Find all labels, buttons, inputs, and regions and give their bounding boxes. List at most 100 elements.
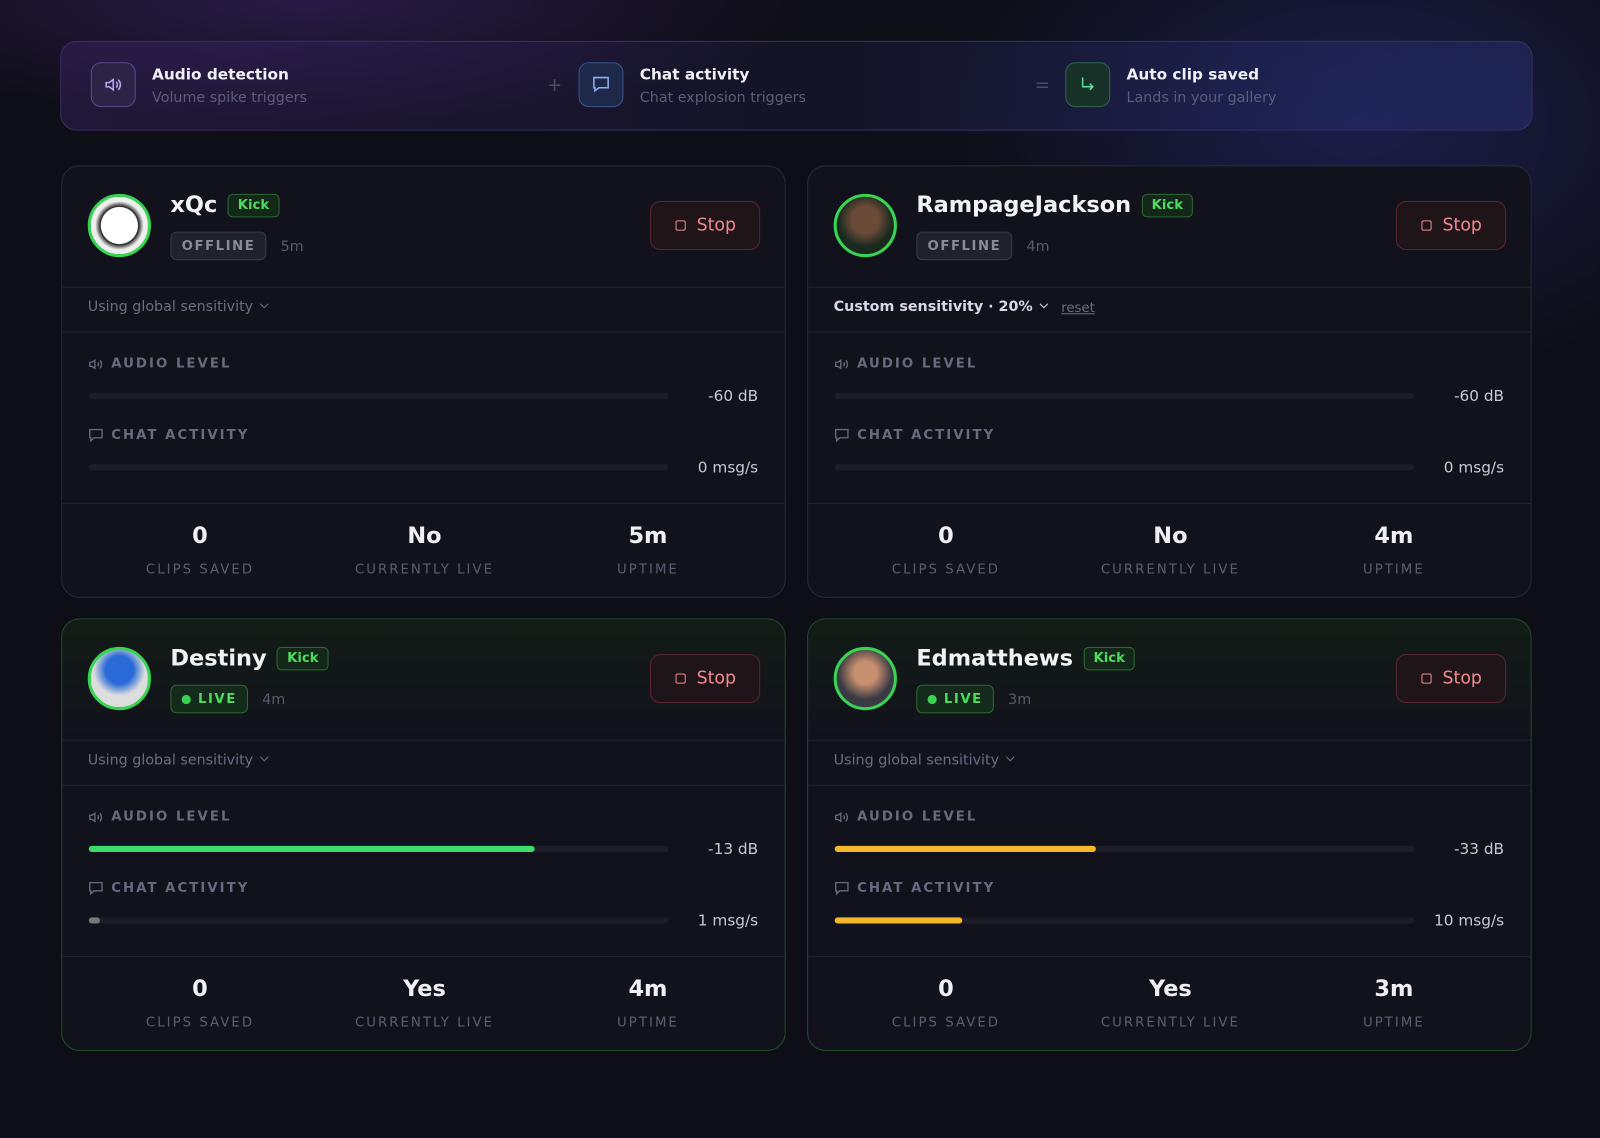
stat-value: 0 — [192, 976, 208, 1003]
sensitivity-select[interactable]: Using global sensitivity — [88, 299, 268, 315]
stat-label: CLIPS SAVED — [145, 1015, 255, 1031]
stat-value: 0 — [192, 523, 208, 549]
chat-label: CHAT ACTIVITY — [111, 880, 250, 896]
platform-badge: Kick — [276, 646, 329, 671]
chat-value: 1 msg/s — [697, 911, 759, 930]
audio-icon — [834, 809, 850, 829]
streamer-card: Destiny Kick LIVE 4m Stop Using global sensit… — [61, 618, 786, 1052]
sensitivity-select[interactable]: Using global sensitivity — [834, 752, 1014, 768]
divider — [62, 286, 785, 288]
uptime-age: 5m — [280, 238, 304, 256]
streamer-card: RampageJackson Kick OFFLINE 4m Stop Custom se… — [807, 165, 1532, 598]
chat-meter-fill — [834, 917, 963, 924]
step-subtitle: Volume spike triggers — [152, 89, 307, 107]
chat-meter — [88, 917, 669, 924]
avatar — [87, 193, 152, 258]
divider — [808, 331, 1531, 333]
reset-link[interactable]: reset — [1061, 301, 1095, 317]
stat-label: CURRENTLY LIVE — [1100, 562, 1240, 578]
status-badge: OFFLINE — [916, 231, 1013, 261]
audio-icon — [88, 356, 104, 376]
icon — [835, 358, 849, 370]
chat-value: 0 msg/s — [1443, 458, 1505, 477]
audio-value: -33 dB — [1453, 839, 1505, 859]
chat-label: CHAT ACTIVITY — [857, 427, 996, 443]
icon — [89, 881, 103, 896]
chat-meter — [88, 464, 669, 471]
stop-button[interactable]: Stop — [649, 201, 761, 250]
chat-meter-fill — [88, 917, 101, 924]
status-badge: LIVE — [916, 684, 994, 714]
audio-value: -13 dB — [708, 839, 759, 859]
stat-value: 5m — [628, 523, 668, 549]
streamer-name: Destiny Kick — [170, 646, 329, 671]
divider — [62, 784, 785, 786]
icon — [89, 428, 103, 443]
divider — [808, 784, 1531, 786]
platform-badge: Kick — [227, 193, 280, 218]
chat-icon — [88, 428, 104, 448]
chat-icon — [834, 881, 850, 901]
audio-meter — [834, 845, 1415, 853]
stop-button[interactable]: Stop — [649, 654, 761, 704]
icon — [1081, 77, 1094, 91]
audio-icon — [834, 356, 850, 376]
stat-value: 4m — [1374, 523, 1414, 549]
platform-badge: Kick — [1083, 646, 1136, 671]
step-title: Chat activity — [639, 65, 750, 84]
icon — [105, 78, 122, 92]
icon — [89, 812, 103, 823]
chat-value: 0 msg/s — [697, 458, 759, 477]
audio-meter — [88, 845, 669, 853]
status-badge: OFFLINE — [170, 231, 267, 261]
stop-button[interactable]: Stop — [1395, 201, 1507, 250]
chat-value: 10 msg/s — [1433, 911, 1505, 930]
icon — [89, 358, 103, 370]
stat-label: UPTIME — [1362, 1015, 1425, 1031]
step-subtitle: Chat explosion triggers — [639, 89, 806, 107]
audio-label: AUDIO LEVEL — [111, 356, 232, 372]
stat-value: Yes — [403, 976, 446, 1003]
name-text: xQc — [170, 192, 218, 219]
uptime-age: 3m — [1008, 691, 1032, 709]
audio-label: AUDIO LEVEL — [857, 809, 978, 825]
chat-label: CHAT ACTIVITY — [857, 880, 996, 896]
sensitivity-select[interactable]: Using global sensitivity — [88, 752, 268, 768]
stop-button[interactable]: Stop — [1395, 654, 1507, 704]
stat-label: CURRENTLY LIVE — [1100, 1015, 1240, 1031]
avatar — [833, 193, 897, 258]
operator: + — [546, 74, 563, 96]
divider — [62, 739, 785, 741]
sensitivity-select[interactable]: Custom sensitivity · 20% — [834, 299, 1047, 315]
audio-icon — [90, 62, 136, 108]
divider — [62, 956, 785, 958]
stat-value: No — [407, 523, 442, 549]
audio-meter-fill — [834, 845, 1096, 853]
icon — [835, 881, 849, 896]
operator: = — [1034, 74, 1051, 96]
name-text: RampageJackson — [916, 192, 1132, 219]
stat-label: CLIPS SAVED — [891, 562, 1001, 578]
step-title: Audio detection — [152, 65, 289, 84]
chat-icon — [578, 62, 624, 108]
stat-label: CLIPS SAVED — [891, 1015, 1001, 1031]
audio-meter-fill — [88, 845, 536, 853]
audio-meter — [88, 392, 669, 399]
stat-label: CLIPS SAVED — [145, 562, 255, 578]
audio-label: AUDIO LEVEL — [111, 809, 232, 825]
uptime-age: 4m — [1026, 238, 1050, 256]
audio-label: AUDIO LEVEL — [857, 356, 978, 372]
chat-meter — [834, 464, 1415, 471]
audio-value: -60 dB — [1453, 386, 1505, 406]
avatar — [833, 646, 897, 711]
streamer-name: xQc Kick — [170, 192, 280, 219]
stat-value: Yes — [1149, 976, 1192, 1003]
uptime-age: 4m — [262, 691, 286, 709]
avatar — [87, 646, 152, 711]
step-subtitle: Lands in your gallery — [1126, 89, 1277, 107]
stat-label: UPTIME — [617, 562, 679, 578]
icon — [835, 428, 849, 443]
stat-value: 3m — [1374, 976, 1414, 1003]
